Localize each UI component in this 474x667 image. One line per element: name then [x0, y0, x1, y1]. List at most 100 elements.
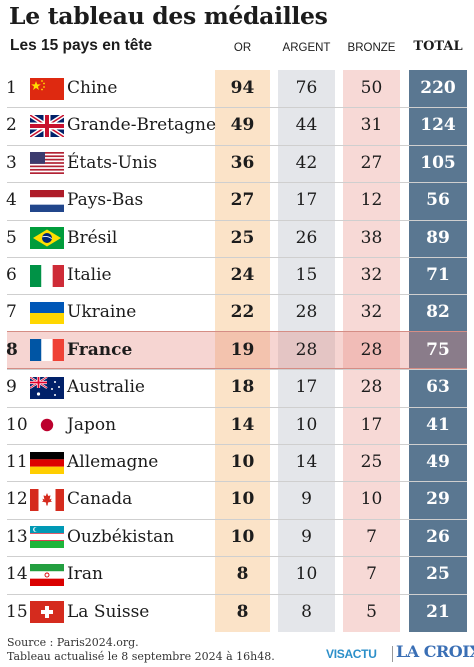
argent-value: 44 [295, 115, 318, 136]
or-value: 94 [230, 78, 255, 98]
rank-label: 15 [6, 601, 28, 622]
or-value: 10 [230, 452, 255, 472]
total-value: 56 [426, 190, 450, 211]
argent-value: 26 [295, 227, 318, 248]
total-value: 82 [426, 302, 450, 323]
rank-label: 5 [6, 227, 17, 248]
country-name: Ouzbékistan [67, 526, 175, 547]
ukraine-flag-icon [30, 301, 64, 324]
country-name: Chine [67, 78, 118, 98]
country-name: France [67, 339, 133, 360]
argent-value: 17 [295, 190, 318, 211]
total-value: 71 [426, 265, 450, 285]
total-value: 89 [426, 227, 450, 248]
argent-value: 14 [295, 452, 318, 472]
rank-label: 13 [6, 526, 28, 547]
bronze-value: 10 [360, 489, 383, 510]
bronze-value: 12 [360, 190, 383, 211]
row-divider [7, 144, 467, 146]
or-value: 8 [236, 564, 249, 585]
germany-flag-icon [30, 451, 64, 474]
or-column-background [215, 70, 270, 632]
bronze-value: 27 [360, 152, 383, 173]
total-value: 220 [420, 78, 456, 98]
total-value: 41 [426, 414, 450, 435]
argent-value: 8 [301, 601, 312, 622]
rank-label: 14 [6, 564, 28, 585]
row-divider [7, 219, 467, 221]
source-note: Source : Paris2024.org. Tableau actualis… [7, 636, 275, 664]
row-divider [7, 406, 467, 408]
total-value: 63 [426, 377, 450, 398]
bronze-value: 50 [360, 78, 383, 98]
total-value: 49 [426, 452, 450, 472]
visactu-logo: VISACTU [326, 647, 377, 661]
country-name: Japon [67, 414, 117, 435]
column-header-argent: ARGENT [282, 42, 331, 54]
total-value: 75 [426, 339, 450, 360]
canada-flag-icon [30, 488, 64, 511]
argent-value: 9 [301, 489, 312, 510]
highlight-row-france [7, 331, 467, 370]
brazil-flag-icon [30, 227, 64, 250]
country-name: Italie [67, 265, 112, 285]
bronze-value: 32 [360, 265, 383, 285]
or-value: 10 [230, 489, 255, 510]
or-value: 8 [236, 601, 249, 622]
logo-divider [392, 646, 393, 662]
or-value: 27 [230, 190, 255, 211]
uk-flag-icon [30, 114, 64, 137]
or-value: 14 [230, 414, 255, 435]
row-divider [7, 481, 467, 483]
column-header-bronze: BRONZE [347, 42, 396, 54]
bronze-value: 25 [360, 452, 383, 472]
rank-label: 7 [6, 302, 17, 323]
total-value: 124 [420, 115, 456, 136]
total-column-background [409, 70, 467, 632]
argent-value: 28 [295, 302, 318, 323]
country-name: Grande-Bretagne [67, 115, 217, 136]
or-value: 18 [230, 377, 255, 398]
country-name: Iran [67, 564, 103, 585]
argent-value: 10 [295, 564, 318, 585]
country-name: Australie [67, 377, 145, 398]
column-header-total: TOTAL [413, 39, 463, 54]
row-divider [7, 182, 467, 184]
total-value: 25 [426, 564, 450, 585]
argent-value: 9 [301, 526, 312, 547]
country-name: États-Unis [67, 152, 158, 173]
bronze-value: 38 [360, 227, 383, 248]
rank-label: 12 [6, 489, 28, 510]
argent-value: 76 [295, 78, 318, 98]
country-name: Canada [67, 489, 133, 510]
argent-value: 28 [295, 339, 318, 360]
row-divider [7, 257, 467, 258]
rank-label: 10 [6, 414, 28, 435]
update-line: Tableau actualisé le 8 septembre 2024 à … [7, 650, 275, 663]
bronze-column-background [343, 70, 400, 632]
or-value: 10 [230, 526, 255, 547]
page-subtitle: Les 15 pays en tête [10, 37, 153, 54]
bronze-value: 28 [360, 339, 383, 360]
france-flag-icon [30, 339, 64, 362]
or-value: 49 [230, 115, 255, 136]
country-name: Pays-Bas [67, 190, 144, 211]
country-name: Ukraine [67, 302, 137, 323]
row-divider [7, 444, 467, 445]
total-value: 26 [426, 526, 450, 547]
country-name: La Suisse [67, 601, 150, 622]
country-name: Brésil [67, 227, 118, 248]
rank-label: 6 [6, 265, 17, 285]
china-flag-icon [30, 77, 64, 100]
rank-label: 9 [6, 377, 17, 398]
netherlands-flag-icon [30, 189, 64, 212]
italy-flag-icon [30, 264, 64, 287]
iran-flag-icon [30, 563, 64, 586]
lacroix-logo: LA CROIX [396, 642, 474, 661]
source-line: Source : Paris2024.org. [7, 636, 139, 649]
argent-value: 15 [295, 265, 318, 285]
argent-value: 42 [295, 152, 318, 173]
argent-column-background [278, 70, 335, 632]
row-divider [7, 593, 467, 595]
bronze-value: 5 [366, 601, 377, 622]
